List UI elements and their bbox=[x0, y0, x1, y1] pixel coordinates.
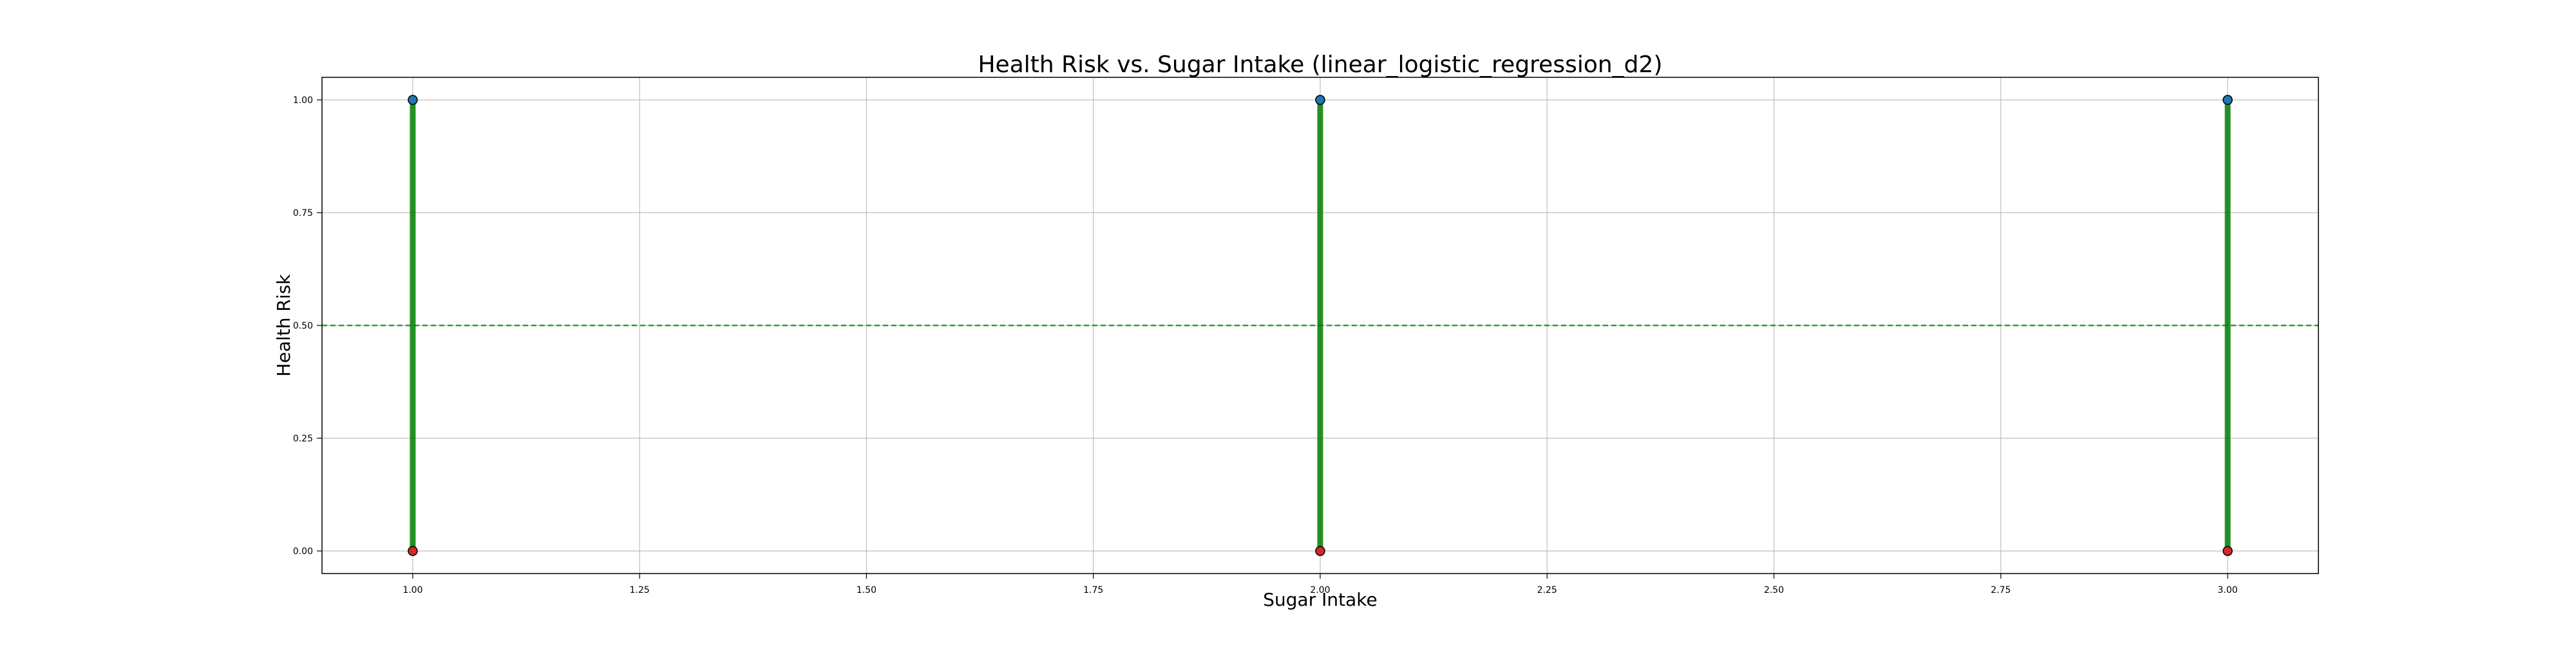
data-point bbox=[2222, 546, 2233, 556]
x-tick-label: 2.00 bbox=[1310, 585, 1330, 595]
x-tick-label: 1.50 bbox=[857, 585, 876, 595]
x-tick-label: 2.50 bbox=[1764, 585, 1784, 595]
x-tick-label: 2.75 bbox=[1991, 585, 2011, 595]
x-tick-label: 1.25 bbox=[630, 585, 650, 595]
y-tick-label: 0.25 bbox=[293, 434, 313, 444]
data-point bbox=[1315, 95, 1325, 105]
data-point bbox=[1315, 546, 1325, 556]
y-tick-label: 0.75 bbox=[293, 208, 313, 218]
y-tick-label: 0.00 bbox=[293, 546, 313, 557]
x-tick-label: 2.25 bbox=[1537, 585, 1557, 595]
x-tick-label: 3.00 bbox=[2218, 585, 2238, 595]
x-tick-label: 1.75 bbox=[1083, 585, 1103, 595]
data-point bbox=[408, 95, 418, 105]
y-tick-label: 0.50 bbox=[293, 321, 313, 331]
x-axis-ticks: 1.00 1.25 1.50 1.75 2.00 2.25 2.50 2.75 3.00 bbox=[402, 574, 2238, 595]
data-point bbox=[408, 546, 418, 556]
chart-title: Health Risk vs. Sugar Intake (linear_log… bbox=[978, 52, 1662, 78]
y-tick-label: 1.00 bbox=[293, 95, 313, 106]
x-tick-label: 1.00 bbox=[402, 585, 422, 595]
data-point bbox=[2222, 95, 2233, 105]
y-axis-label: Health Risk bbox=[273, 274, 294, 377]
data-points bbox=[408, 95, 2233, 556]
y-axis-ticks: 0.00 0.25 0.50 0.75 1.00 bbox=[293, 95, 322, 557]
fit-lines bbox=[410, 100, 2231, 551]
x-axis-label: Sugar Intake bbox=[1263, 589, 1377, 610]
